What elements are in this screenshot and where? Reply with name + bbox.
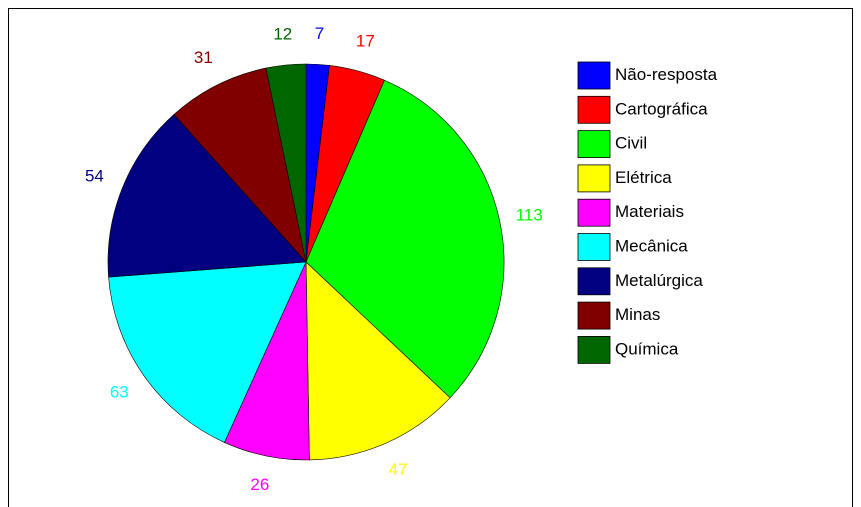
- legend-swatch: [577, 61, 611, 90]
- legend-label: Cartográfica: [615, 99, 708, 118]
- pie-slice: [173, 67, 307, 264]
- data-label: 7: [315, 24, 324, 43]
- data-label: 12: [273, 25, 292, 44]
- legend-label: Minas: [615, 305, 660, 324]
- data-label: 17: [356, 31, 375, 50]
- legend-swatch: [577, 95, 611, 124]
- data-label: 113: [516, 205, 543, 224]
- data-label: 47: [389, 460, 408, 479]
- data-label: 54: [85, 166, 104, 185]
- pie-slice: [265, 63, 307, 263]
- data-label: 26: [250, 475, 269, 494]
- legend-swatch: [577, 267, 611, 296]
- legend-label: Elétrica: [615, 168, 672, 187]
- legend-label: Química: [615, 339, 679, 358]
- legend-swatch: [577, 233, 611, 261]
- legend-swatch: [577, 301, 611, 330]
- frame: [8, 8, 853, 507]
- legend-swatch: [577, 130, 611, 159]
- legend-swatch: [577, 198, 611, 227]
- data-label: 63: [110, 382, 129, 401]
- legend-swatch: [577, 164, 611, 193]
- legend-label: Não-resposta: [615, 65, 718, 84]
- data-label: 31: [194, 48, 213, 67]
- legend-label: Metalúrgica: [615, 271, 703, 290]
- pie-slice: [305, 79, 505, 399]
- legend-swatch: [577, 335, 611, 364]
- legend-label: Civil: [615, 134, 647, 153]
- legend-label: Mecânica: [615, 236, 688, 255]
- legend-label: Materiais: [615, 202, 684, 221]
- pie-slice: [305, 261, 451, 461]
- pie-slice: [107, 114, 307, 278]
- pie-slice: [108, 261, 307, 443]
